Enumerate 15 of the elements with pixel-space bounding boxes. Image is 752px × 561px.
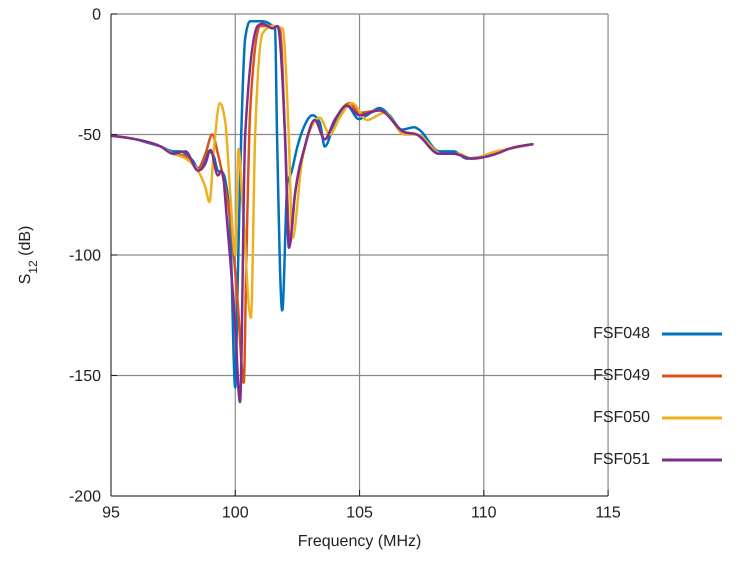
legend-label: FSF049 (593, 367, 650, 385)
y-tick-label: -150 (68, 368, 102, 386)
legend-label: FSF050 (593, 409, 650, 427)
y-tick-label: 0 (92, 6, 102, 24)
legend-label: FSF051 (593, 451, 650, 469)
x-tick-label: 95 (102, 504, 120, 522)
x-tick-label: 110 (471, 504, 497, 522)
x-tick-label: 100 (222, 504, 249, 522)
x-axis-title: Frequency (MHz) (298, 533, 422, 550)
y-tick-label: -200 (68, 488, 102, 506)
x-tick-label: 105 (346, 504, 373, 522)
y-tick-label: -100 (68, 248, 102, 265)
y-tick-label: -50 (78, 127, 102, 144)
legend-label: FSF048 (593, 325, 650, 343)
x-tick-label: 115 (595, 504, 621, 522)
